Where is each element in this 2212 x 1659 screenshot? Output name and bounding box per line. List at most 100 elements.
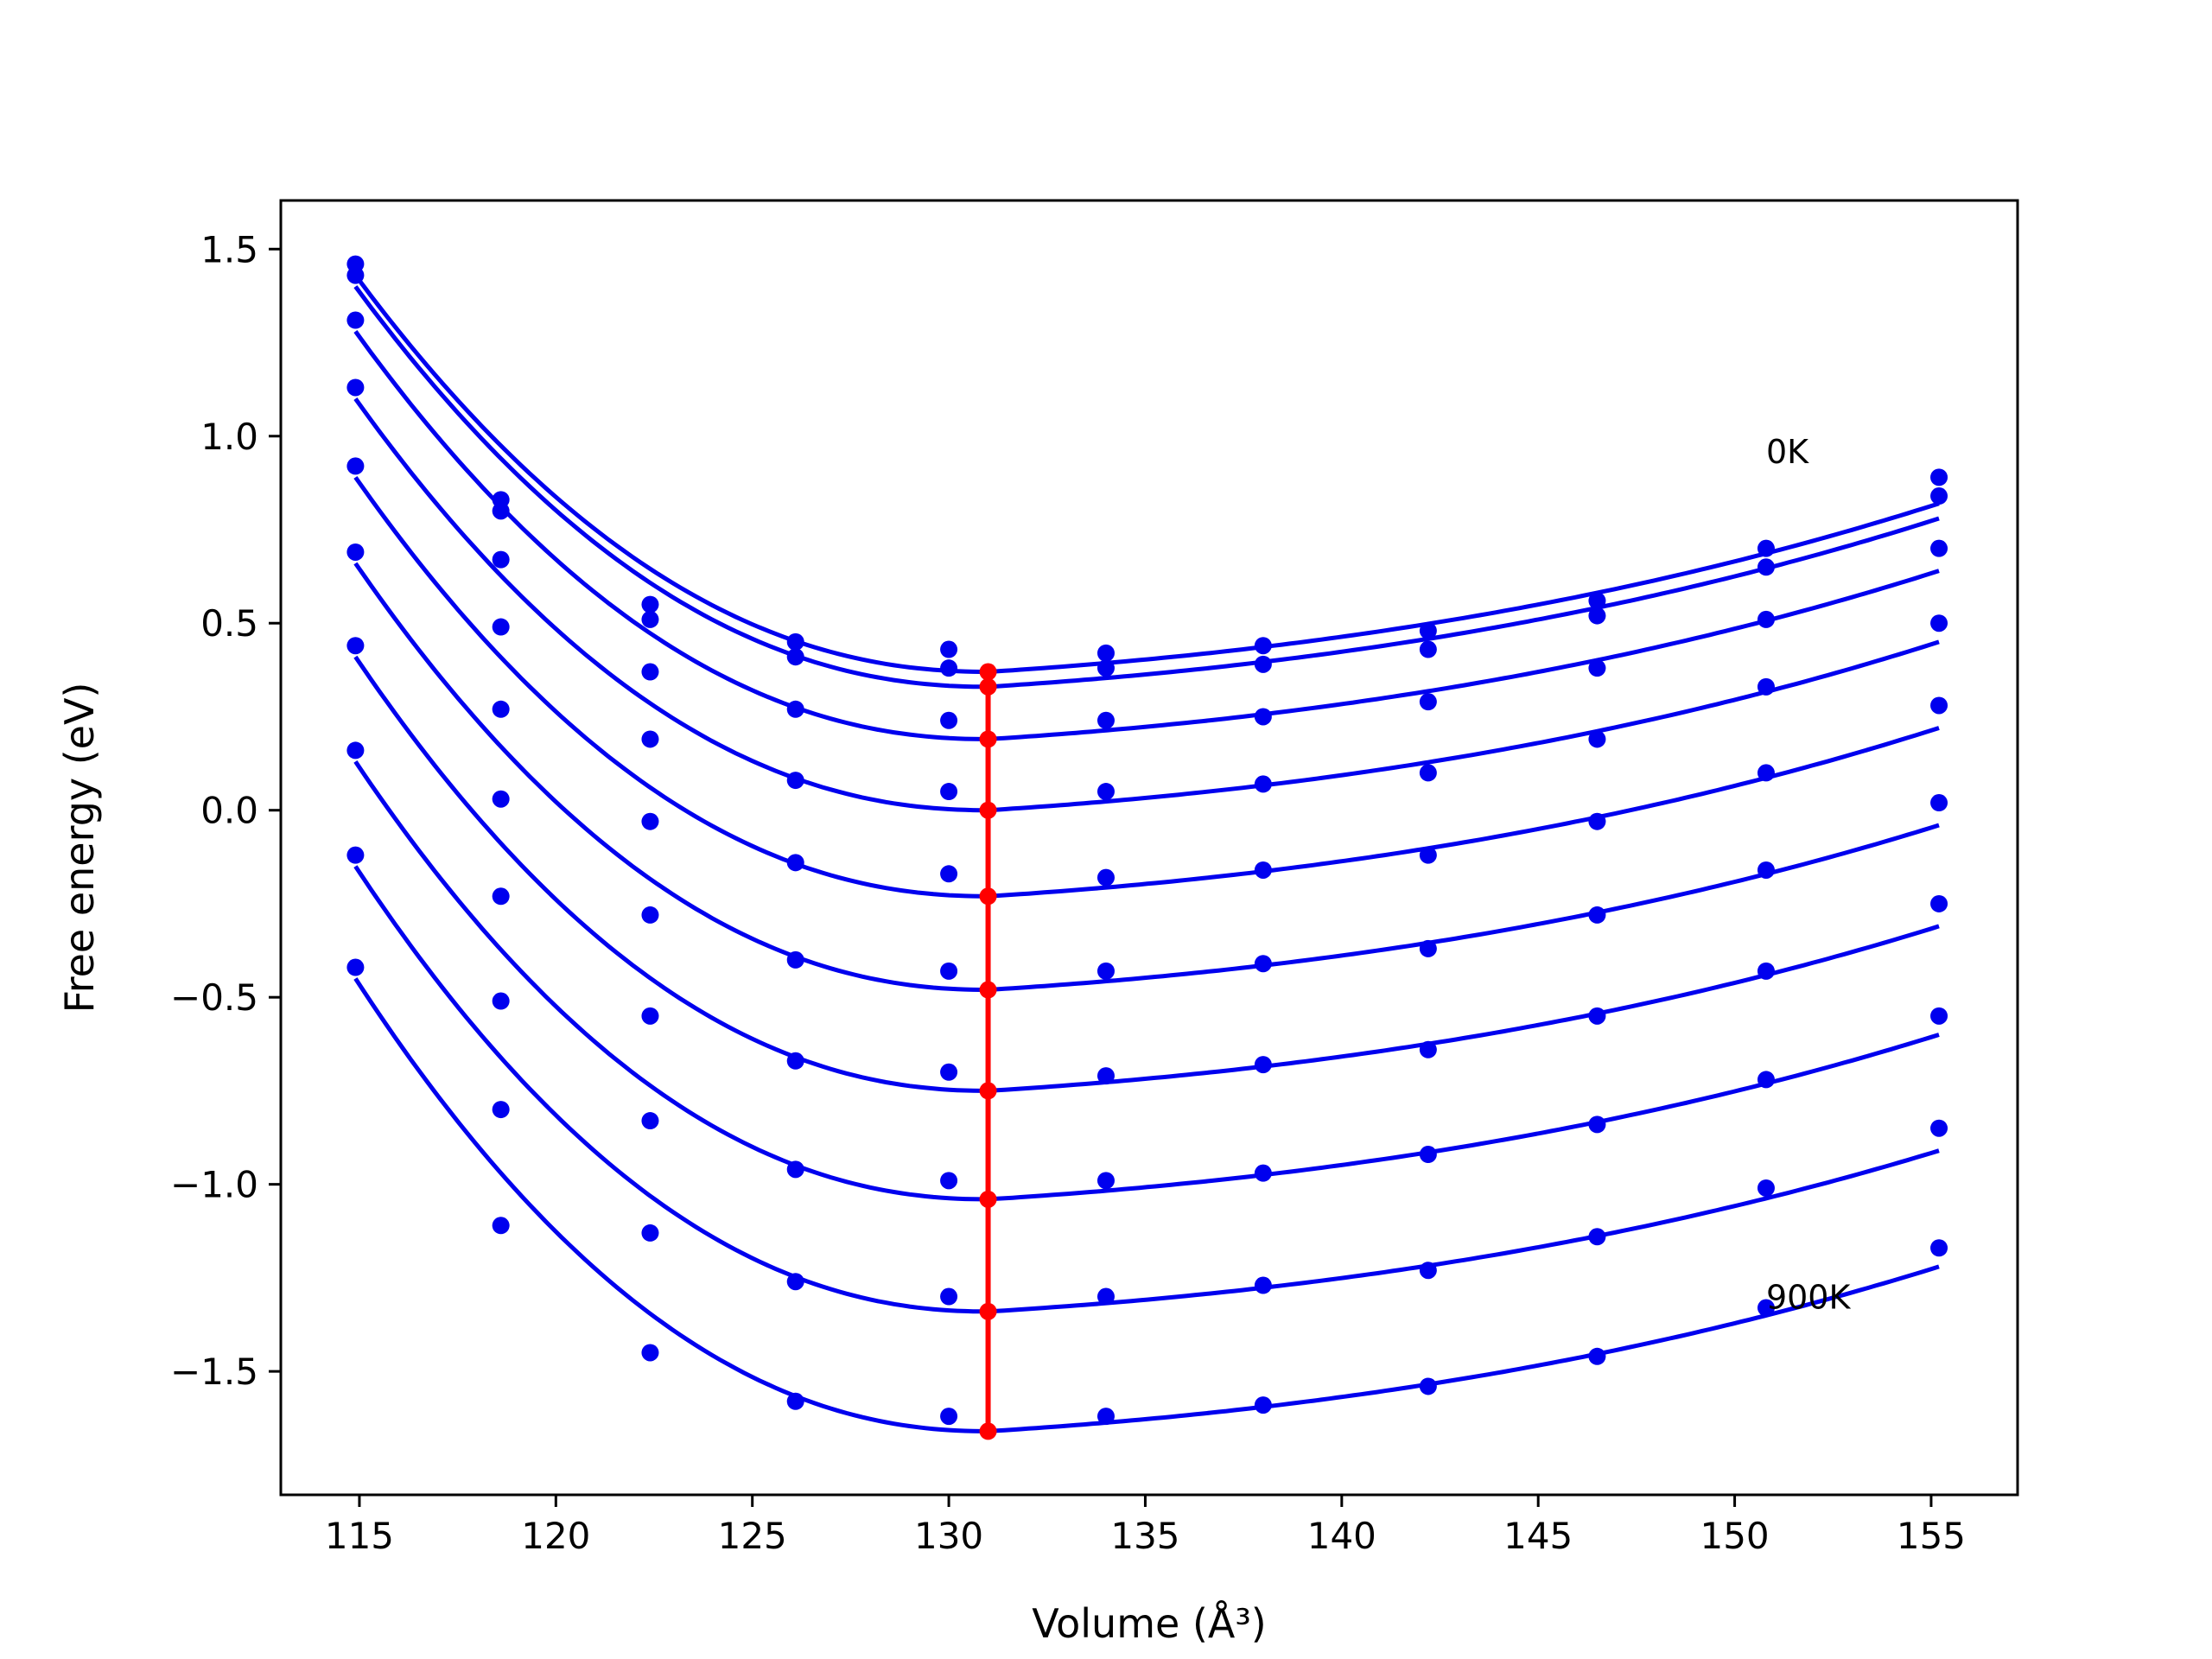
data-point bbox=[786, 648, 804, 666]
y-tick-label: 0.5 bbox=[200, 602, 258, 645]
data-point bbox=[1419, 1262, 1437, 1280]
data-point bbox=[641, 610, 659, 628]
data-point bbox=[346, 637, 365, 655]
data-point bbox=[492, 1217, 510, 1235]
data-point bbox=[641, 812, 659, 830]
data-point bbox=[346, 958, 365, 976]
y-tick-label: 1.5 bbox=[200, 228, 258, 270]
data-point bbox=[492, 502, 510, 520]
data-point bbox=[492, 887, 510, 906]
data-point bbox=[786, 950, 804, 969]
data-point bbox=[641, 730, 659, 748]
equilibrium-point bbox=[979, 677, 997, 696]
x-tick-label: 145 bbox=[1503, 1515, 1573, 1557]
data-point bbox=[1254, 1056, 1272, 1074]
data-point bbox=[940, 640, 958, 658]
data-point bbox=[940, 659, 958, 677]
data-point bbox=[1588, 659, 1606, 677]
data-point bbox=[786, 632, 804, 651]
data-point bbox=[1757, 610, 1775, 628]
x-tick-label: 125 bbox=[718, 1515, 787, 1557]
data-point bbox=[1588, 1116, 1606, 1134]
data-point bbox=[346, 741, 365, 760]
y-tick-label: −1.0 bbox=[170, 1164, 258, 1206]
equilibrium-point bbox=[979, 1190, 997, 1208]
data-point bbox=[1254, 1396, 1272, 1414]
data-point bbox=[641, 1344, 659, 1362]
data-point bbox=[1419, 693, 1437, 711]
data-point bbox=[1588, 730, 1606, 748]
data-point bbox=[1588, 1228, 1606, 1246]
data-point bbox=[1419, 846, 1437, 864]
data-point bbox=[1096, 644, 1115, 662]
data-point bbox=[1254, 708, 1272, 726]
data-point bbox=[1588, 592, 1606, 610]
data-point bbox=[1096, 1067, 1115, 1085]
data-point bbox=[1096, 659, 1115, 677]
data-point bbox=[1419, 1040, 1437, 1058]
data-point bbox=[786, 700, 804, 718]
data-point bbox=[940, 962, 958, 980]
fit-curve-4 bbox=[353, 475, 1940, 899]
data-point bbox=[1930, 614, 1948, 632]
data-point bbox=[940, 711, 958, 729]
fit-curves bbox=[353, 274, 1940, 1433]
data-point bbox=[940, 1063, 958, 1081]
data-point bbox=[1930, 487, 1948, 505]
x-tick-label: 130 bbox=[914, 1515, 983, 1557]
data-point bbox=[1419, 939, 1437, 957]
plot-frame bbox=[279, 199, 2019, 1497]
x-tick-label: 115 bbox=[325, 1515, 394, 1557]
data-point bbox=[1096, 1172, 1115, 1190]
data-point bbox=[1254, 1276, 1272, 1294]
equilibrium-point bbox=[979, 801, 997, 819]
data-point bbox=[786, 1392, 804, 1410]
data-point bbox=[1930, 539, 1948, 557]
data-point bbox=[641, 1007, 659, 1025]
data-point bbox=[940, 1172, 958, 1190]
fit-curve-9 bbox=[353, 977, 1940, 1433]
data-point bbox=[346, 846, 365, 864]
equilibrium-point bbox=[979, 1082, 997, 1100]
data-point bbox=[1254, 955, 1272, 973]
y-tick-label: −0.5 bbox=[170, 976, 258, 1019]
y-tick-label: −1.5 bbox=[170, 1351, 258, 1393]
data-point bbox=[940, 1287, 958, 1306]
data-point bbox=[786, 1273, 804, 1291]
data-point bbox=[1757, 1299, 1775, 1317]
data-point bbox=[641, 1224, 659, 1242]
data-point bbox=[346, 457, 365, 475]
fit-curve-8 bbox=[353, 865, 1940, 1314]
data-point bbox=[641, 595, 659, 613]
x-tick-label: 120 bbox=[521, 1515, 590, 1557]
equilibrium-point bbox=[979, 981, 997, 999]
data-point bbox=[1930, 468, 1948, 486]
data-point bbox=[492, 700, 510, 718]
data-point bbox=[346, 311, 365, 329]
equilibrium-point bbox=[979, 887, 997, 906]
data-point bbox=[492, 550, 510, 569]
fit-curve-7 bbox=[353, 760, 1940, 1202]
data-point bbox=[1588, 812, 1606, 830]
temperature-label: 0K bbox=[1766, 433, 1809, 471]
data-point bbox=[1096, 711, 1115, 729]
data-point bbox=[786, 1052, 804, 1070]
data-point bbox=[1757, 1071, 1775, 1089]
data-point bbox=[940, 1408, 958, 1426]
temperature-label: 900K bbox=[1766, 1279, 1852, 1317]
data-point bbox=[1419, 621, 1437, 639]
data-point bbox=[1254, 655, 1272, 673]
data-point bbox=[1757, 539, 1775, 557]
data-point bbox=[492, 790, 510, 808]
x-axis-label: Volume (Å³) bbox=[1032, 1600, 1267, 1647]
data-point bbox=[786, 772, 804, 790]
data-point bbox=[641, 663, 659, 681]
y-axis-ticks: 1.5 1.0 0.5 0.0 −0.5 −1.0 −1.5 bbox=[170, 228, 281, 1393]
data-point bbox=[1096, 1287, 1115, 1306]
equilibrium-point bbox=[979, 663, 997, 681]
data-point bbox=[1757, 764, 1775, 782]
data-point bbox=[1930, 696, 1948, 715]
data-point bbox=[1757, 861, 1775, 879]
data-point bbox=[1254, 775, 1272, 793]
